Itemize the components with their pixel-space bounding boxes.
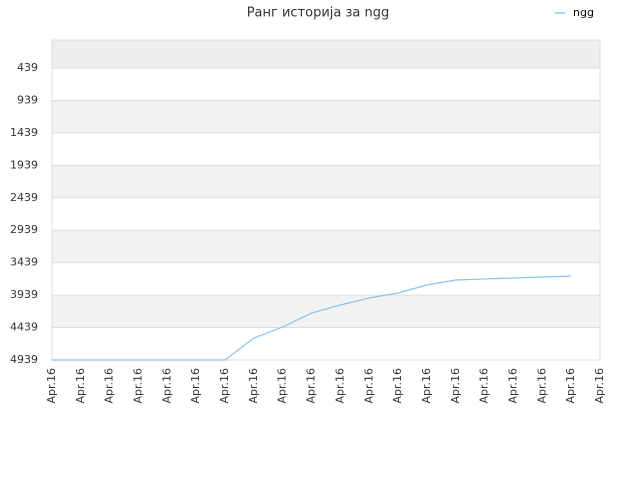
x-tick-label: Apr.16 [391, 368, 404, 404]
x-tick-label: Apr.16 [564, 368, 577, 404]
x-tick-label: Apr.16 [276, 368, 289, 404]
plot-band [52, 197, 600, 231]
y-tick-label: 3939 [10, 288, 38, 301]
plot-band [52, 262, 600, 296]
line-series [52, 275, 572, 361]
x-tick-label: Apr.16 [478, 368, 491, 404]
x-tick-label: Apr.16 [189, 368, 202, 404]
plot-band [52, 295, 600, 328]
plot-band [52, 68, 600, 101]
y-tick-label: 1439 [10, 126, 38, 139]
y-tick-label: 2939 [10, 223, 38, 236]
x-tick-label: Apr.16 [333, 368, 346, 404]
y-tick-label: 2439 [10, 191, 38, 204]
x-tick-label: Apr.16 [103, 368, 116, 404]
y-tick-label: 939 [17, 93, 38, 106]
x-tick-label: Apr.16 [74, 368, 87, 404]
y-tick-label: 4439 [10, 321, 38, 334]
plot-band [52, 40, 600, 69]
x-tick-label: Apr.16 [449, 368, 462, 404]
legend-label: ngg [573, 6, 594, 19]
x-tick-label: Apr.16 [535, 368, 548, 404]
x-tick-label: Apr.16 [132, 368, 145, 404]
x-tick-label: Apr.16 [506, 368, 519, 404]
chart-title: Ранг историја за ngg [247, 6, 390, 21]
x-tick-label: Apr.16 [593, 368, 606, 404]
y-tick-label: 439 [17, 61, 38, 74]
x-tick-label: Apr.16 [45, 368, 58, 404]
plot-band [52, 327, 600, 360]
x-tick-label: Apr.16 [305, 368, 318, 404]
x-tick-label: Apr.16 [362, 368, 375, 404]
x-tick-label: Apr.16 [160, 368, 173, 404]
x-tick-label: Apr.16 [247, 368, 260, 404]
x-tick-label: Apr.16 [218, 368, 231, 404]
plot-band [52, 132, 600, 166]
y-tick-label: 1939 [10, 158, 38, 171]
y-tick-label: 3439 [10, 256, 38, 269]
y-tick-label: 4939 [10, 353, 38, 366]
plot-band [52, 230, 600, 263]
plot-band [52, 165, 600, 198]
x-tick-label: Apr.16 [420, 368, 433, 404]
plot-band [52, 100, 600, 133]
